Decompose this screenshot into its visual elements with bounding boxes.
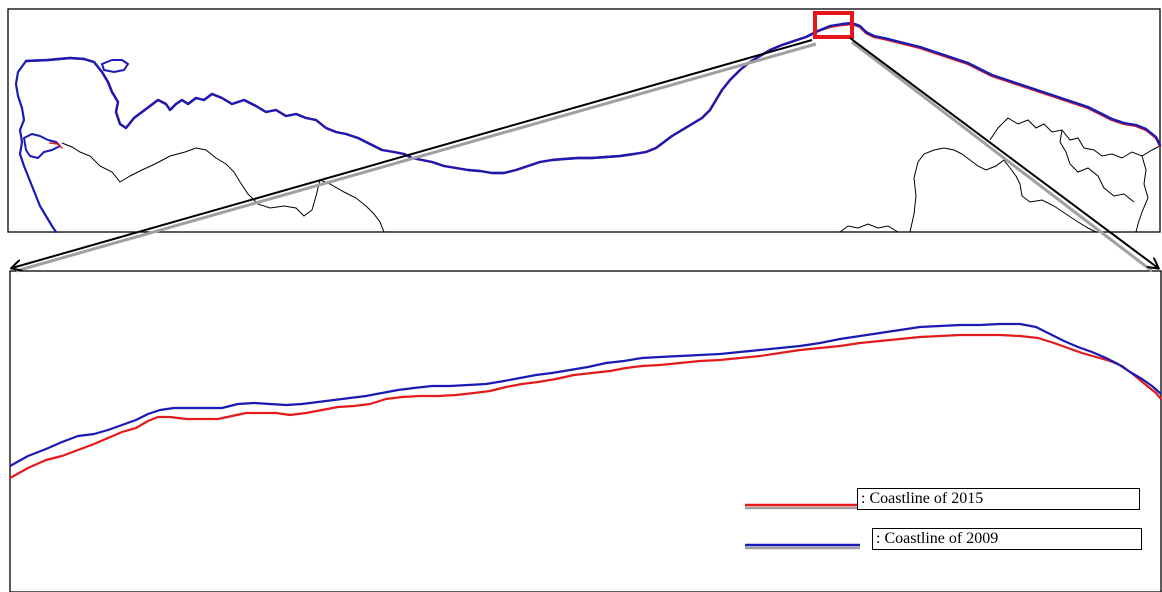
overview-coastline-2009 [24, 21, 1162, 175]
zoom-highlight-box [813, 11, 854, 39]
overview-island [101, 59, 129, 73]
overview-coastline [14, 21, 1162, 234]
legend-swatch-2009 [745, 543, 860, 550]
overview-map [7, 8, 1162, 234]
legend-swatch-2015 [745, 503, 858, 510]
right-connector-arrow [849, 37, 1158, 268]
overview-coastline-west [14, 59, 58, 234]
inset-coastline-2015 [9, 333, 1162, 479]
inset-coastline-2009 [9, 322, 1162, 467]
overview-land-borders [61, 117, 1161, 233]
legend-swatches [745, 503, 860, 550]
legend-label-2015: : Coastline of 2015 [857, 488, 1140, 510]
zoom-connectors [12, 37, 1158, 273]
overview-map-frame [7, 8, 1161, 233]
overview-lagoon [23, 133, 61, 159]
legend-label-2009: : Coastline of 2009 [872, 528, 1142, 550]
left-connector-arrow [12, 39, 813, 268]
